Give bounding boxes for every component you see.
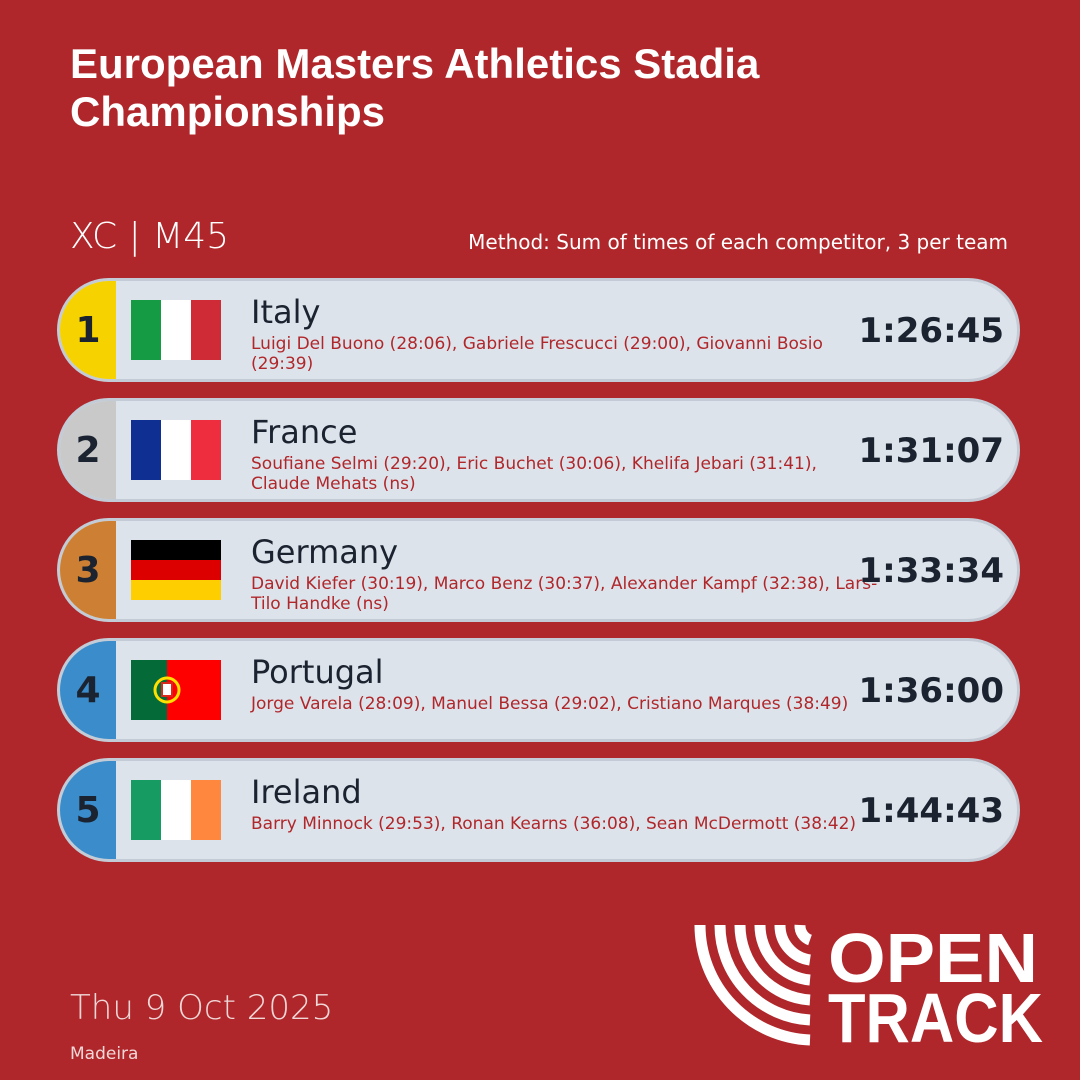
time: 1:33:34 xyxy=(858,551,1004,591)
flag xyxy=(131,540,221,600)
country: Ireland xyxy=(251,773,362,811)
result-row: 1 Italy Luigi Del Buono (28:06), Gabriel… xyxy=(57,278,1020,382)
event: XC | M45 xyxy=(70,216,230,257)
flag xyxy=(131,420,221,480)
result-row: 2 France Soufiane Selmi (29:20), Eric Bu… xyxy=(57,398,1020,502)
rank: 3 xyxy=(60,521,116,619)
flag xyxy=(131,660,221,720)
flag xyxy=(131,780,221,840)
time: 1:44:43 xyxy=(858,791,1004,831)
logo-text: OPEN xyxy=(828,920,1038,997)
title: European Masters Athletics Stadia Champi… xyxy=(70,40,760,135)
date: Thu 9 Oct 2025 xyxy=(70,988,334,1028)
flag xyxy=(131,300,221,360)
rank: 4 xyxy=(60,641,116,739)
logo: OPEN TRACK xyxy=(694,920,1043,1055)
logo-text: TRACK xyxy=(828,979,1043,1055)
result-row: 3 Germany David Kiefer (30:19), Marco Be… xyxy=(57,518,1020,622)
athletes: David Kiefer (30:19), Marco Benz (30:37)… xyxy=(251,574,878,614)
result-row: 5 Ireland Barry Minnock (29:53), Ronan K… xyxy=(57,758,1020,862)
athletes: Barry Minnock (29:53), Ronan Kearns (36:… xyxy=(251,814,857,834)
country: France xyxy=(251,413,358,451)
time: 1:36:00 xyxy=(858,671,1004,711)
country: Italy xyxy=(251,293,321,331)
rank: 1 xyxy=(60,281,116,379)
country: Portugal xyxy=(251,653,384,691)
time: 1:31:07 xyxy=(858,431,1004,471)
method: Method: Sum of times of each competitor,… xyxy=(468,230,1008,254)
rank: 5 xyxy=(60,761,116,859)
time: 1:26:45 xyxy=(858,311,1004,351)
location: Madeira xyxy=(70,1044,139,1064)
athletes: Jorge Varela (28:09), Manuel Bessa (29:0… xyxy=(251,694,849,714)
result-row: 4 Portugal Jorge Varela (28:09), Manuel … xyxy=(57,638,1020,742)
athletes: Luigi Del Buono (28:06), Gabriele Frescu… xyxy=(251,334,823,374)
country: Germany xyxy=(251,533,399,571)
athletes: Soufiane Selmi (29:20), Eric Buchet (30:… xyxy=(251,454,817,494)
rank: 2 xyxy=(60,401,116,499)
